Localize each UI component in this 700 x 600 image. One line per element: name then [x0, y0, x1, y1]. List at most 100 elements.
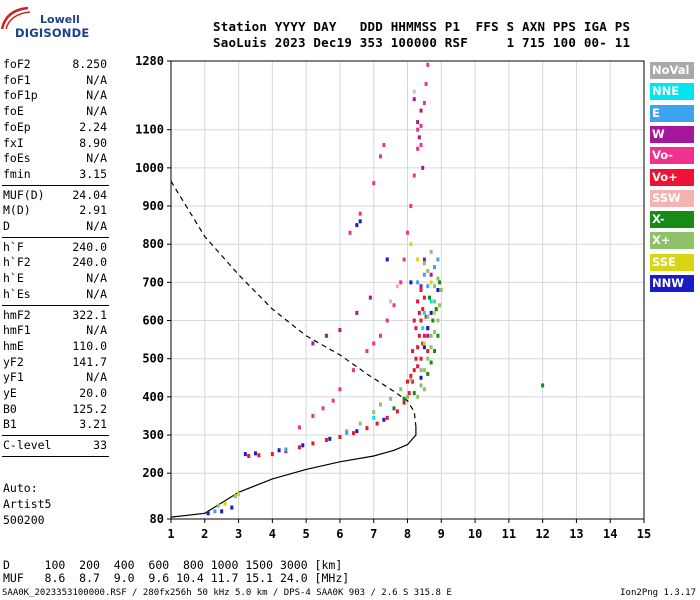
echo-point: [436, 318, 440, 323]
echo-point: [412, 368, 416, 373]
echo-point: [402, 396, 406, 401]
param-row: yF2 141.7: [3, 355, 107, 371]
profile-dashed-line: [170, 180, 417, 427]
echo-point: [426, 356, 430, 361]
param-row: fxI 8.90: [3, 136, 107, 152]
echo-point: [331, 398, 335, 403]
param-row: B1 3.21: [3, 417, 107, 433]
series-x-: [392, 280, 545, 411]
param-key: MUF(D): [3, 187, 45, 202]
legend-item: Vo-: [650, 147, 694, 165]
x-tick-label: 4: [269, 527, 276, 541]
echo-point: [422, 341, 426, 346]
x-tick-label: 11: [502, 527, 516, 541]
echo-point: [389, 299, 393, 304]
param-value: 20.0: [79, 386, 107, 400]
legend-item: X-: [650, 211, 694, 229]
series-e: [213, 257, 440, 514]
param-value: 110.0: [72, 338, 107, 353]
legend-item: NNW: [650, 275, 694, 292]
echo-point: [243, 452, 247, 457]
y-tick-label: 800: [142, 237, 164, 251]
legend-item: SSE: [650, 253, 694, 271]
y-tick-label: 700: [142, 275, 164, 289]
echo-point: [378, 333, 382, 338]
param-row: MUF(D) 24.04: [3, 188, 107, 204]
echo-point: [414, 326, 418, 331]
echo-point: [399, 387, 403, 392]
echo-point: [355, 429, 359, 434]
param-separator: [2, 184, 109, 186]
echo-point: [421, 326, 425, 331]
x-tick-label: 1: [167, 527, 174, 541]
param-key: foE: [3, 104, 24, 119]
param-key: hmE: [3, 338, 24, 353]
echo-point: [378, 402, 382, 407]
echo-point: [213, 509, 217, 514]
echo-point: [321, 406, 325, 411]
echo-point: [429, 272, 433, 277]
param-row: hmE 110.0: [3, 339, 107, 355]
y-tick-label: 1100: [135, 123, 164, 137]
echo-point: [253, 451, 257, 456]
echo-point: [541, 383, 545, 388]
legend-item: E: [650, 104, 694, 122]
echo-point: [378, 154, 382, 159]
header-values: SaoLuis 2023 Dec19 353 100000 RSF 1 715 …: [213, 35, 631, 50]
param-row: B0 125.2: [3, 402, 107, 418]
echo-point: [233, 494, 237, 499]
echo-point: [438, 303, 442, 308]
series-ssw: [389, 89, 416, 304]
x-tick-label: 9: [438, 527, 445, 541]
legend-item: NoVal: [650, 62, 694, 79]
echo-point: [311, 441, 315, 446]
echo-point: [426, 349, 430, 354]
artist-version: 500200: [3, 513, 45, 527]
echo-point: [419, 318, 423, 323]
param-key: foF1: [3, 72, 31, 87]
auto-label: Auto:: [3, 481, 38, 495]
echo-point: [433, 310, 437, 315]
echo-point: [409, 377, 413, 382]
echo-point: [416, 394, 420, 399]
echo-point: [426, 62, 430, 67]
echo-point: [436, 288, 440, 292]
echo-point: [270, 452, 274, 457]
echo-point: [412, 173, 416, 178]
echo-point: [424, 314, 428, 319]
param-key: h`E: [3, 271, 24, 286]
echo-point: [328, 436, 332, 441]
echo-point: [419, 383, 423, 388]
param-row: M(D) 2.91: [3, 203, 107, 219]
echo-point: [422, 261, 426, 266]
echo-point: [385, 415, 389, 420]
param-key: h`Es: [3, 286, 31, 301]
y-tick-label: 500: [142, 352, 164, 366]
echo-point: [433, 265, 437, 270]
param-row: h`E N/A: [3, 271, 107, 287]
series-vo-: [247, 288, 430, 459]
echo-point: [422, 295, 426, 300]
x-tick-label: 12: [535, 527, 549, 541]
echo-point: [419, 356, 423, 361]
echo-point: [417, 333, 421, 338]
legend-item: NNE: [650, 83, 694, 101]
param-value: N/A: [86, 219, 107, 233]
param-row: hmF2 322.1: [3, 308, 107, 324]
echo-point: [297, 425, 301, 430]
echo-point: [412, 89, 416, 94]
muf-table-muf-row: MUF 8.6 8.7 9.0 9.6 10.4 11.7 15.1 24.0 …: [3, 571, 350, 585]
echo-point: [426, 284, 430, 289]
echo-point: [436, 276, 440, 281]
series-w: [311, 97, 433, 346]
echo-point: [355, 223, 359, 228]
echo-point: [419, 288, 423, 292]
x-tick-label: 3: [235, 527, 242, 541]
param-key: B1: [3, 417, 17, 432]
echo-point: [411, 379, 415, 384]
echo-point: [365, 426, 369, 431]
param-key: yF2: [3, 354, 24, 369]
echo-point: [389, 396, 393, 401]
